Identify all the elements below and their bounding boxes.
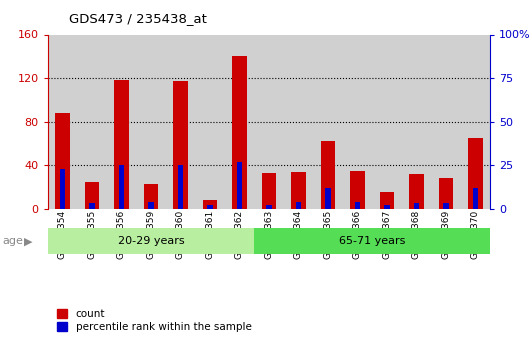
Bar xyxy=(254,34,284,209)
Bar xyxy=(144,184,158,209)
Bar xyxy=(48,228,254,254)
Bar xyxy=(343,34,372,209)
Bar xyxy=(409,174,424,209)
Bar xyxy=(48,34,77,209)
Bar xyxy=(262,173,276,209)
Bar xyxy=(166,34,195,209)
Bar xyxy=(291,172,306,209)
Bar xyxy=(85,181,99,209)
Bar xyxy=(350,171,365,209)
Bar xyxy=(89,204,95,209)
Bar xyxy=(473,188,478,209)
Text: 20-29 years: 20-29 years xyxy=(118,236,184,246)
Bar xyxy=(178,165,183,209)
Bar xyxy=(173,81,188,209)
Bar xyxy=(414,204,419,209)
Bar xyxy=(148,202,154,209)
Bar xyxy=(443,204,449,209)
Bar xyxy=(60,169,65,209)
Bar xyxy=(461,34,490,209)
Bar xyxy=(321,141,335,209)
Bar xyxy=(379,193,394,209)
Bar xyxy=(136,34,166,209)
Bar xyxy=(254,228,490,254)
Text: age: age xyxy=(3,236,23,246)
Bar xyxy=(77,34,107,209)
Bar xyxy=(355,202,360,209)
Bar xyxy=(296,202,301,209)
Text: GDS473 / 235438_at: GDS473 / 235438_at xyxy=(69,12,207,25)
Bar xyxy=(107,34,136,209)
Bar xyxy=(207,205,213,209)
Bar xyxy=(55,113,70,209)
Bar xyxy=(384,205,390,209)
Bar xyxy=(237,162,242,209)
Bar xyxy=(225,34,254,209)
Bar xyxy=(431,34,461,209)
Bar xyxy=(195,34,225,209)
Bar xyxy=(439,178,453,209)
Text: 65-71 years: 65-71 years xyxy=(339,236,405,246)
Bar xyxy=(313,34,343,209)
Bar xyxy=(114,80,129,209)
Bar xyxy=(119,165,124,209)
Bar xyxy=(266,205,272,209)
Bar xyxy=(202,200,217,209)
Bar xyxy=(232,56,247,209)
Legend: count, percentile rank within the sample: count, percentile rank within the sample xyxy=(53,305,256,336)
Bar xyxy=(284,34,313,209)
Bar xyxy=(402,34,431,209)
Bar xyxy=(372,34,402,209)
Bar xyxy=(468,138,483,209)
Text: ▶: ▶ xyxy=(24,237,33,246)
Bar xyxy=(325,188,331,209)
